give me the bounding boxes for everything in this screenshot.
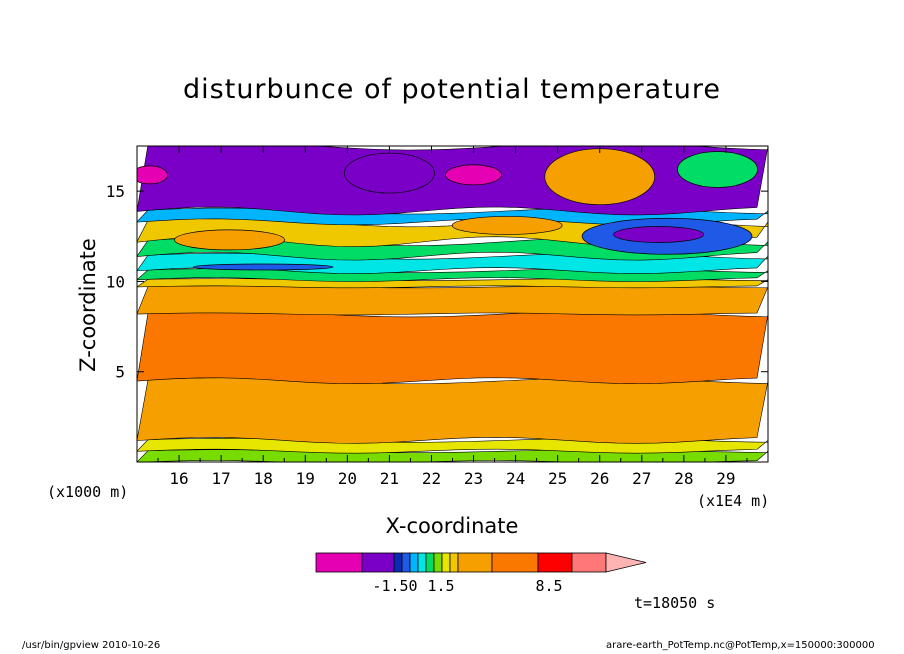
x-tick-label: 28: [674, 469, 693, 488]
blob-orange-mid: [451, 216, 563, 235]
colorbar-swatch: [315, 552, 363, 573]
colorbar-swatch: [417, 552, 427, 573]
x-unit-label: (x1E4 m): [697, 492, 770, 510]
y-axis-label: Z-coordinate: [76, 238, 100, 372]
colorbar-swatch: [393, 552, 403, 573]
colorbar-swatch: [425, 552, 435, 573]
x-tick-label: 18: [254, 469, 273, 488]
colorbar-swatch: [537, 552, 573, 573]
colorbar-label: -1.50: [372, 577, 417, 595]
x-tick-label: 25: [548, 469, 567, 488]
y-unit-label: (x1000 m): [47, 483, 129, 501]
blob-purple-mid: [344, 152, 435, 194]
colorbar-swatch: [571, 552, 607, 573]
band-core-red-orange: [137, 310, 768, 385]
y-tick-label: 5: [115, 363, 125, 382]
colorbar-arrow: [605, 552, 647, 573]
x-tick-label: 27: [632, 469, 651, 488]
blob-blue-thin: [192, 263, 334, 271]
x-tick-label: 16: [169, 469, 188, 488]
colorbar-swatch: [433, 552, 443, 573]
chart-title: disturbunce of potential temperature: [183, 74, 721, 105]
blob-orange-upper-right: [544, 148, 656, 206]
colorbar-swatch: [491, 552, 539, 573]
blob-purple-right: [613, 226, 704, 243]
x-tick-label: 20: [338, 469, 357, 488]
x-tick-label: 26: [590, 469, 609, 488]
band-low-orange: [137, 377, 768, 444]
x-axis-label: X-coordinate: [385, 514, 519, 538]
band-upper-orange: [137, 285, 768, 316]
footer-right: arare-earth_PotTemp.nc@PotTemp,x=150000:…: [606, 640, 875, 651]
colorbar-swatch: [457, 552, 493, 573]
x-tick-label: 23: [464, 469, 483, 488]
x-tick-label: 19: [296, 469, 315, 488]
x-tick-label: 29: [716, 469, 735, 488]
colorbar-swatch: [441, 552, 451, 573]
colorbar-swatch: [449, 552, 459, 573]
time-label: t=18050 s: [634, 594, 716, 612]
x-tick-label: 21: [380, 469, 399, 488]
x-tick-label: 17: [212, 469, 231, 488]
colorbar-label: 8.5: [535, 577, 562, 595]
y-tick-label: 15: [106, 182, 125, 201]
colorbar-swatch: [401, 552, 411, 573]
x-tick-label: 24: [506, 469, 525, 488]
blob-orange-left: [174, 229, 285, 251]
x-tick-label: 22: [422, 469, 441, 488]
contour-field: [137, 146, 768, 462]
blob-magenta-mid: [445, 164, 502, 186]
colorbar-label: 1.5: [427, 577, 454, 595]
colorbar-swatch: [361, 552, 395, 573]
y-tick-label: 10: [106, 272, 125, 291]
footer-left: /usr/bin/gpview 2010-10-26: [22, 640, 161, 651]
blob-magenta-left: [137, 165, 168, 185]
blob-green-upper-right: [677, 151, 758, 188]
colorbar-swatch: [409, 552, 419, 573]
